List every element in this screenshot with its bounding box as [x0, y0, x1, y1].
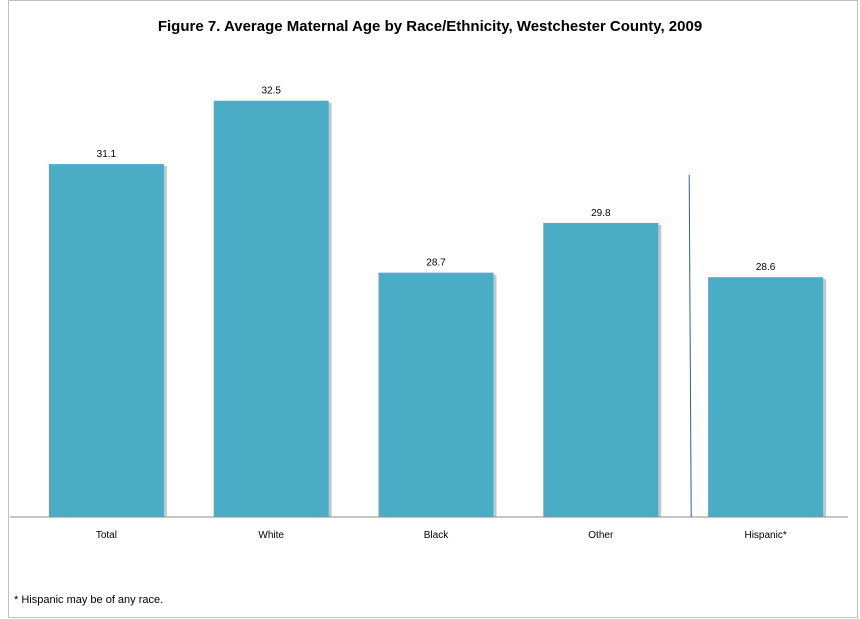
- bars-layer: [48, 100, 827, 517]
- data-label: 29.8: [591, 208, 611, 219]
- bar-other: [543, 222, 659, 517]
- category-label: Other: [588, 530, 614, 541]
- chart-title: Figure 7. Average Maternal Age by Race/E…: [157, 18, 703, 35]
- bar-hispanic: [708, 277, 824, 517]
- data-labels-layer: 31.1 32.5 28.7 29.8 28.6: [97, 86, 776, 273]
- data-label: 32.5: [261, 86, 281, 97]
- category-label: White: [258, 530, 284, 541]
- bar-white: [213, 100, 329, 517]
- category-label: Black: [424, 530, 449, 541]
- category-labels-layer: Total White Black Other Hispanic*: [96, 530, 787, 541]
- separator-line: [688, 174, 692, 518]
- category-label: Hispanic*: [744, 530, 786, 541]
- data-label: 31.1: [97, 149, 117, 160]
- footnote: * Hispanic may be of any race.: [14, 594, 164, 606]
- bar-total: [48, 164, 164, 517]
- data-label: 28.7: [426, 258, 446, 269]
- data-label: 28.6: [756, 262, 776, 273]
- bar-black: [378, 272, 494, 517]
- category-label: Total: [96, 530, 117, 541]
